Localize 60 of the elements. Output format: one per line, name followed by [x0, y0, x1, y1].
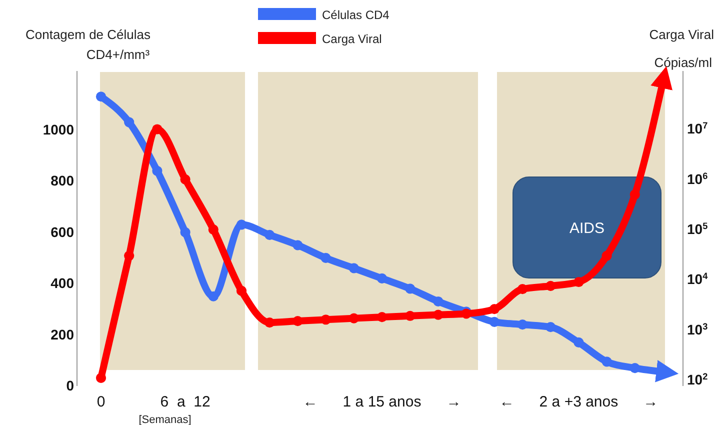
point — [630, 189, 640, 200]
point — [376, 312, 388, 322]
legend-label: Células CD4 — [322, 8, 390, 22]
point — [124, 117, 134, 128]
point — [433, 296, 444, 307]
point — [348, 313, 359, 324]
y2-tick-label: 10$^{7}$ — [687, 120, 708, 137]
y-tick-label: 400 — [50, 275, 74, 292]
point — [236, 220, 247, 230]
y2-tick-label: 10$^{2}$ — [687, 372, 708, 388]
point — [376, 273, 388, 284]
point — [264, 230, 275, 240]
point — [292, 240, 303, 250]
y-tick-label: 800 — [50, 172, 74, 189]
y-tick-label: 200 — [50, 326, 74, 342]
point — [152, 166, 162, 176]
y-tick-label: 1000 — [42, 121, 74, 138]
y2-axis-title: Carga Viral Cópias/ml — [649, 27, 714, 70]
point — [320, 314, 331, 325]
point — [546, 322, 556, 332]
annotation: AIDS — [569, 220, 605, 237]
point — [348, 263, 359, 274]
x-tick-label: 6 a 12 — [160, 394, 210, 411]
point — [208, 224, 218, 235]
point — [630, 363, 640, 374]
point — [433, 310, 444, 320]
x-tick-label: ← 2 a +3 anos → — [499, 394, 658, 411]
x-tick-label: ← 1 a 15 anos → — [302, 394, 462, 411]
y2-tick-label: 10$^{6}$ — [687, 170, 708, 187]
point — [517, 284, 528, 294]
point — [574, 337, 584, 348]
y-axis-title: Contagem de Células CD4+/mm³ — [25, 27, 151, 62]
point — [320, 252, 331, 263]
point — [405, 284, 416, 294]
point — [546, 280, 556, 292]
point — [96, 92, 106, 102]
point — [96, 372, 106, 383]
x-tick-label: 0 — [96, 394, 106, 411]
y-tick-label: 600 — [50, 224, 74, 240]
point — [574, 276, 584, 288]
point — [292, 316, 303, 326]
point — [602, 250, 612, 261]
point — [602, 356, 612, 367]
point — [489, 304, 500, 314]
point — [124, 250, 134, 261]
text: [Semanas] — [138, 414, 192, 425]
y2-tick-label: 10$^{4}$ — [687, 271, 709, 288]
point — [152, 124, 162, 134]
point — [180, 227, 190, 238]
point — [180, 174, 190, 184]
legend-label: Carga Viral — [322, 32, 382, 46]
point — [517, 320, 528, 330]
y-tick-label: 0 — [66, 377, 74, 394]
point — [489, 316, 500, 328]
y2-tick-label: 10$^{5}$ — [687, 221, 708, 238]
point — [405, 310, 416, 321]
point — [208, 291, 218, 302]
point — [236, 286, 247, 296]
point — [264, 318, 275, 328]
y2-tick-label: 10$^{3}$ — [687, 321, 708, 338]
